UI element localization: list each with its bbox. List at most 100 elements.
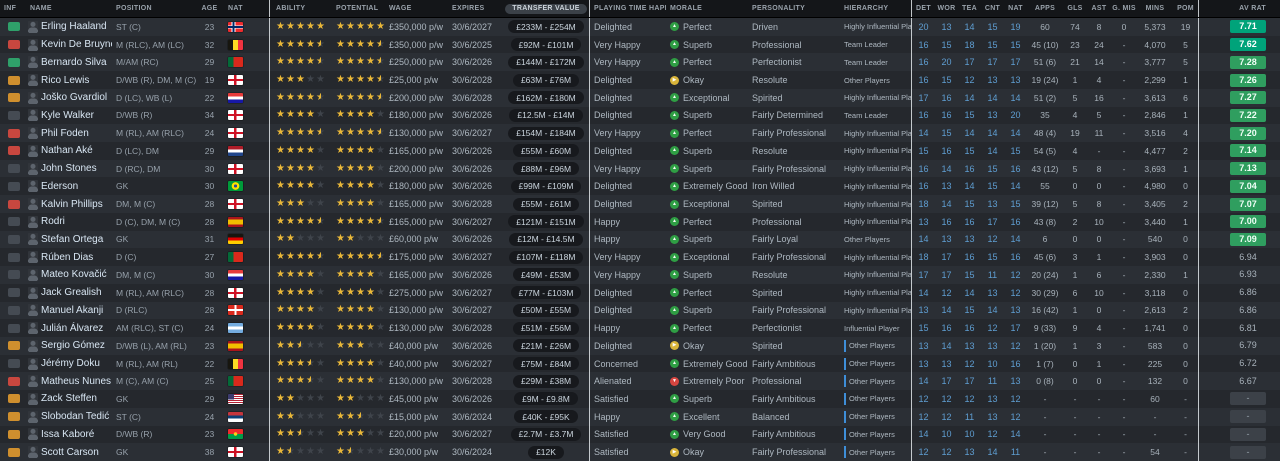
transfer-value-chip: £51M - £56M xyxy=(512,321,580,335)
table-row[interactable]: Jérémy Doku M (RL), AM (RL) 22 ★ ★ ★ ★ ★ ★ ★ ★ ★ ★ ★ £… xyxy=(0,354,1280,373)
star-rating: ★ ★ ★ ★ ★ xyxy=(336,393,385,404)
cell-text: 0 xyxy=(1183,252,1188,263)
cell-text: 17 xyxy=(918,92,929,103)
table-row[interactable]: Rúben Dias D (C) 27 ★ ★ ★ ★ ★ ★ ★ ★ ★ ★ ★ ★ £175,000 p/… xyxy=(0,248,1280,267)
table-row[interactable]: Joško Gvardiol D (LC), WB (L) 22 ★ ★ ★ ★ ★ ★ ★ ★ ★ ★… xyxy=(0,88,1280,107)
cell-expires: 30/6/2027 xyxy=(448,426,503,444)
col-header-det[interactable]: DET xyxy=(912,0,935,17)
col-header-position[interactable]: POSITION xyxy=(112,0,197,17)
star-icon: ★ xyxy=(346,410,355,422)
average-rating-badge: 6.94 xyxy=(1239,251,1257,262)
table-row[interactable]: Rodri D (C), DM, M (C) 28 ★ ★ ★ ★ ★ ★ ★ ★ ★ ★ ★ ★ £165,… xyxy=(0,212,1280,231)
col-header-mins[interactable]: MINS xyxy=(1137,0,1173,17)
col-header-name[interactable]: NAME xyxy=(26,0,112,17)
cell-age: 38 xyxy=(197,443,222,461)
star-icon: ★ xyxy=(336,74,345,86)
col-header-pom[interactable]: POM xyxy=(1173,0,1199,17)
col-header-tea[interactable]: TEA xyxy=(958,0,981,17)
cell-text: 12 xyxy=(941,411,952,422)
col-header-nat[interactable]: NAT xyxy=(222,0,270,17)
col-header-apps[interactable]: APPS xyxy=(1027,0,1063,17)
cell-text: 0 xyxy=(1183,376,1188,387)
table-row[interactable]: Issa Kaboré D/WB (R) 23 ★ ★ ★ ★ ★ ★ ★ ★ ★ ★ ★ £20,000 … xyxy=(0,425,1280,444)
cell-tea: 16 xyxy=(958,248,981,266)
table-row[interactable]: Mateo Kovačić DM, M (C) 30 ★ ★ ★ ★ ★ ★ ★ ★ ★ ★ £165,0… xyxy=(0,266,1280,284)
cell-wage: £60,000 p/w xyxy=(385,231,448,249)
col-header-morale[interactable]: MORALE xyxy=(666,0,748,17)
table-row[interactable]: Bernardo Silva M/AM (RC) 29 ★ ★ ★ ★ ★ ★ ★ ★ ★ ★ ★ ★ £25… xyxy=(0,53,1280,72)
star-icon: ★ ★ xyxy=(316,91,325,103)
col-header-age[interactable]: AGE xyxy=(197,0,222,17)
col-header-g_mis[interactable]: G. MIS xyxy=(1111,0,1137,17)
col-header-potential[interactable]: POTENTIAL xyxy=(330,0,385,17)
player-photo-icon xyxy=(28,38,38,51)
col-header-cnt[interactable]: CNT xyxy=(981,0,1004,17)
cell-gls: 1 xyxy=(1063,337,1087,355)
table-row[interactable]: John Stones D (RC), DM 30 ★ ★ ★ ★ ★ ★ ★ ★ ★ ★ £200,00… xyxy=(0,159,1280,178)
cell-text: 45 (10) xyxy=(1031,39,1059,50)
cell-cnt: 13 xyxy=(981,408,1004,426)
table-row[interactable]: Phil Foden M (RL), AM (RLC) 24 ★ ★ ★ ★ ★ ★ ★ ★ ★ ★ ★ ★… xyxy=(0,124,1280,143)
table-row[interactable]: Matheus Nunes M (C), AM (C) 25 ★ ★ ★ ★ ★ ★ ★ ★ ★ ★ ★ £… xyxy=(0,372,1280,391)
cell-tea: 14 xyxy=(958,177,981,195)
cell-det: 13 xyxy=(912,302,935,320)
table-row[interactable]: Slobodan Tedić ST (C) 24 ★ ★ ★ ★ ★ ★ ★ ★ ★ ★ ★ £15,000… xyxy=(0,407,1280,426)
cell-personality: Perfectionist xyxy=(748,53,840,71)
transfer-value-chip: £154M - £184M xyxy=(508,126,584,140)
cell-inf xyxy=(0,248,26,266)
col-header-av_rat[interactable]: AV RAT xyxy=(1199,0,1280,17)
cell-text: 30 (29) xyxy=(1031,287,1059,298)
cell-g_mis: - xyxy=(1111,177,1137,195)
cell-hierarchy: Influential Player xyxy=(840,319,912,337)
table-row[interactable]: Jack Grealish M (RL), AM (RLC) 28 ★ ★ ★ ★ ★ ★ ★ ★ ★… xyxy=(0,283,1280,302)
col-header-ability[interactable]: ABILITY xyxy=(270,0,330,17)
cell-text: M (RLC), AM (LC) xyxy=(116,39,184,50)
table-row[interactable]: Rico Lewis D/WB (R), DM, M (C) 19 ★ ★ ★ ★ ★ ★ ★ ★ ★… xyxy=(0,71,1280,89)
star-icon: ★ xyxy=(296,392,305,404)
col-header-hierarchy[interactable]: HIERARCHY xyxy=(840,0,912,17)
cell-text: £250,000 p/w xyxy=(389,57,444,68)
cell-apps: 43 (8) xyxy=(1027,213,1063,231)
cell-text: 17 xyxy=(918,269,929,280)
cell-ast: 16 xyxy=(1087,89,1111,107)
cell-nat xyxy=(222,106,270,125)
table-row[interactable]: Kyle Walker D/WB (R) 34 ★ ★ ★ ★ ★ ★ ★ ★ ★ ★ £180,000 … xyxy=(0,106,1280,125)
table-row[interactable]: Kevin De Bruyne M (RLC), AM (LC) 32 ★ ★ ★ ★ ★ ★ ★… xyxy=(0,35,1280,54)
col-header-transfer_value[interactable]: TRANSFER VALUE xyxy=(503,0,590,17)
col-header-nat2[interactable]: NAT xyxy=(1004,0,1027,17)
table-row[interactable]: Ederson GK 30 ★ ★ ★ ★ ★ ★ ★ ★ ★ ★ £180,000 p/w 30/6/20… xyxy=(0,177,1280,196)
cell-wor: 17 xyxy=(935,266,958,284)
col-header-inf[interactable]: INF xyxy=(0,0,26,17)
star-icon: ★ xyxy=(376,268,385,280)
transfer-value-chip: £50M - £55M xyxy=(512,303,580,317)
col-header-personality[interactable]: PERSONALITY xyxy=(748,0,840,17)
cell-wor: 12 xyxy=(935,443,958,461)
table-row[interactable]: Julián Álvarez AM (RLC), ST (C) 24 ★ ★ ★ ★ ★ ★ ★ ★… xyxy=(0,319,1280,337)
cell-text: 0 xyxy=(1183,234,1188,245)
col-header-expires[interactable]: EXPIRES xyxy=(448,0,503,17)
cell-hierarchy: Other Players xyxy=(840,390,912,408)
star-icon: ★ xyxy=(286,180,295,192)
cell-potential: ★ ★ ★ ★ ★ ★ xyxy=(330,36,385,54)
table-row[interactable]: Nathan Aké D (LC), DM 29 ★ ★ ★ ★ ★ ★ ★ ★ ★ ★ £165,000… xyxy=(0,142,1280,160)
col-header-wor[interactable]: WOR xyxy=(935,0,958,17)
cell-det: 20 xyxy=(912,18,935,36)
table-row[interactable]: Zack Steffen GK 29 ★ ★ ★ ★ ★ ★ ★ ★ ★ ★ £45,000 p/w 30/… xyxy=(0,390,1280,408)
table-row[interactable]: Sergio Gómez D/WB (L), AM (RL) 23 ★ ★ ★ ★ ★ ★ ★ ★ ★… xyxy=(0,336,1280,355)
table-row[interactable]: Erling Haaland ST (C) 23 ★ ★ ★ ★ ★ ★ ★ ★ ★ ★ £350,000… xyxy=(0,18,1280,36)
cell-det: 14 xyxy=(912,124,935,142)
table-row[interactable]: Stefan Ortega GK 31 ★ ★ ★ ★ ★ ★ ★ ★ ★ ★ £60,000 p/w 30… xyxy=(0,230,1280,249)
cell-text: 15 xyxy=(1010,199,1021,210)
col-header-gls[interactable]: GLS xyxy=(1063,0,1087,17)
col-header-wage[interactable]: WAGE xyxy=(385,0,448,17)
cell-pom: 0 xyxy=(1173,354,1199,373)
table-row[interactable]: Scott Carson GK 38 ★ ★ ★ ★ ★ ★ ★ ★ ★ ★ ★ ★ £30,000 p/w 3… xyxy=(0,443,1280,461)
cell-potential: ★ ★ ★ ★ ★ xyxy=(330,284,385,302)
table-row[interactable]: Manuel Akanji D (RLC) 28 ★ ★ ★ ★ ★ ★ ★ ★ ★ ★ £130,000… xyxy=(0,301,1280,320)
cell-inf xyxy=(0,426,26,444)
cell-text: 30/6/2027 xyxy=(452,287,493,298)
table-row[interactable]: Kalvin Phillips DM, M (C) 28 ★ ★ ★ ★ ★ ★ ★ ★ ★ ★ £165… xyxy=(0,195,1280,213)
cell-cnt: 14 xyxy=(981,89,1004,107)
col-header-ast[interactable]: AST xyxy=(1087,0,1111,17)
col-header-happiness[interactable]: PLAYING TIME HAPPINESS xyxy=(590,0,666,17)
